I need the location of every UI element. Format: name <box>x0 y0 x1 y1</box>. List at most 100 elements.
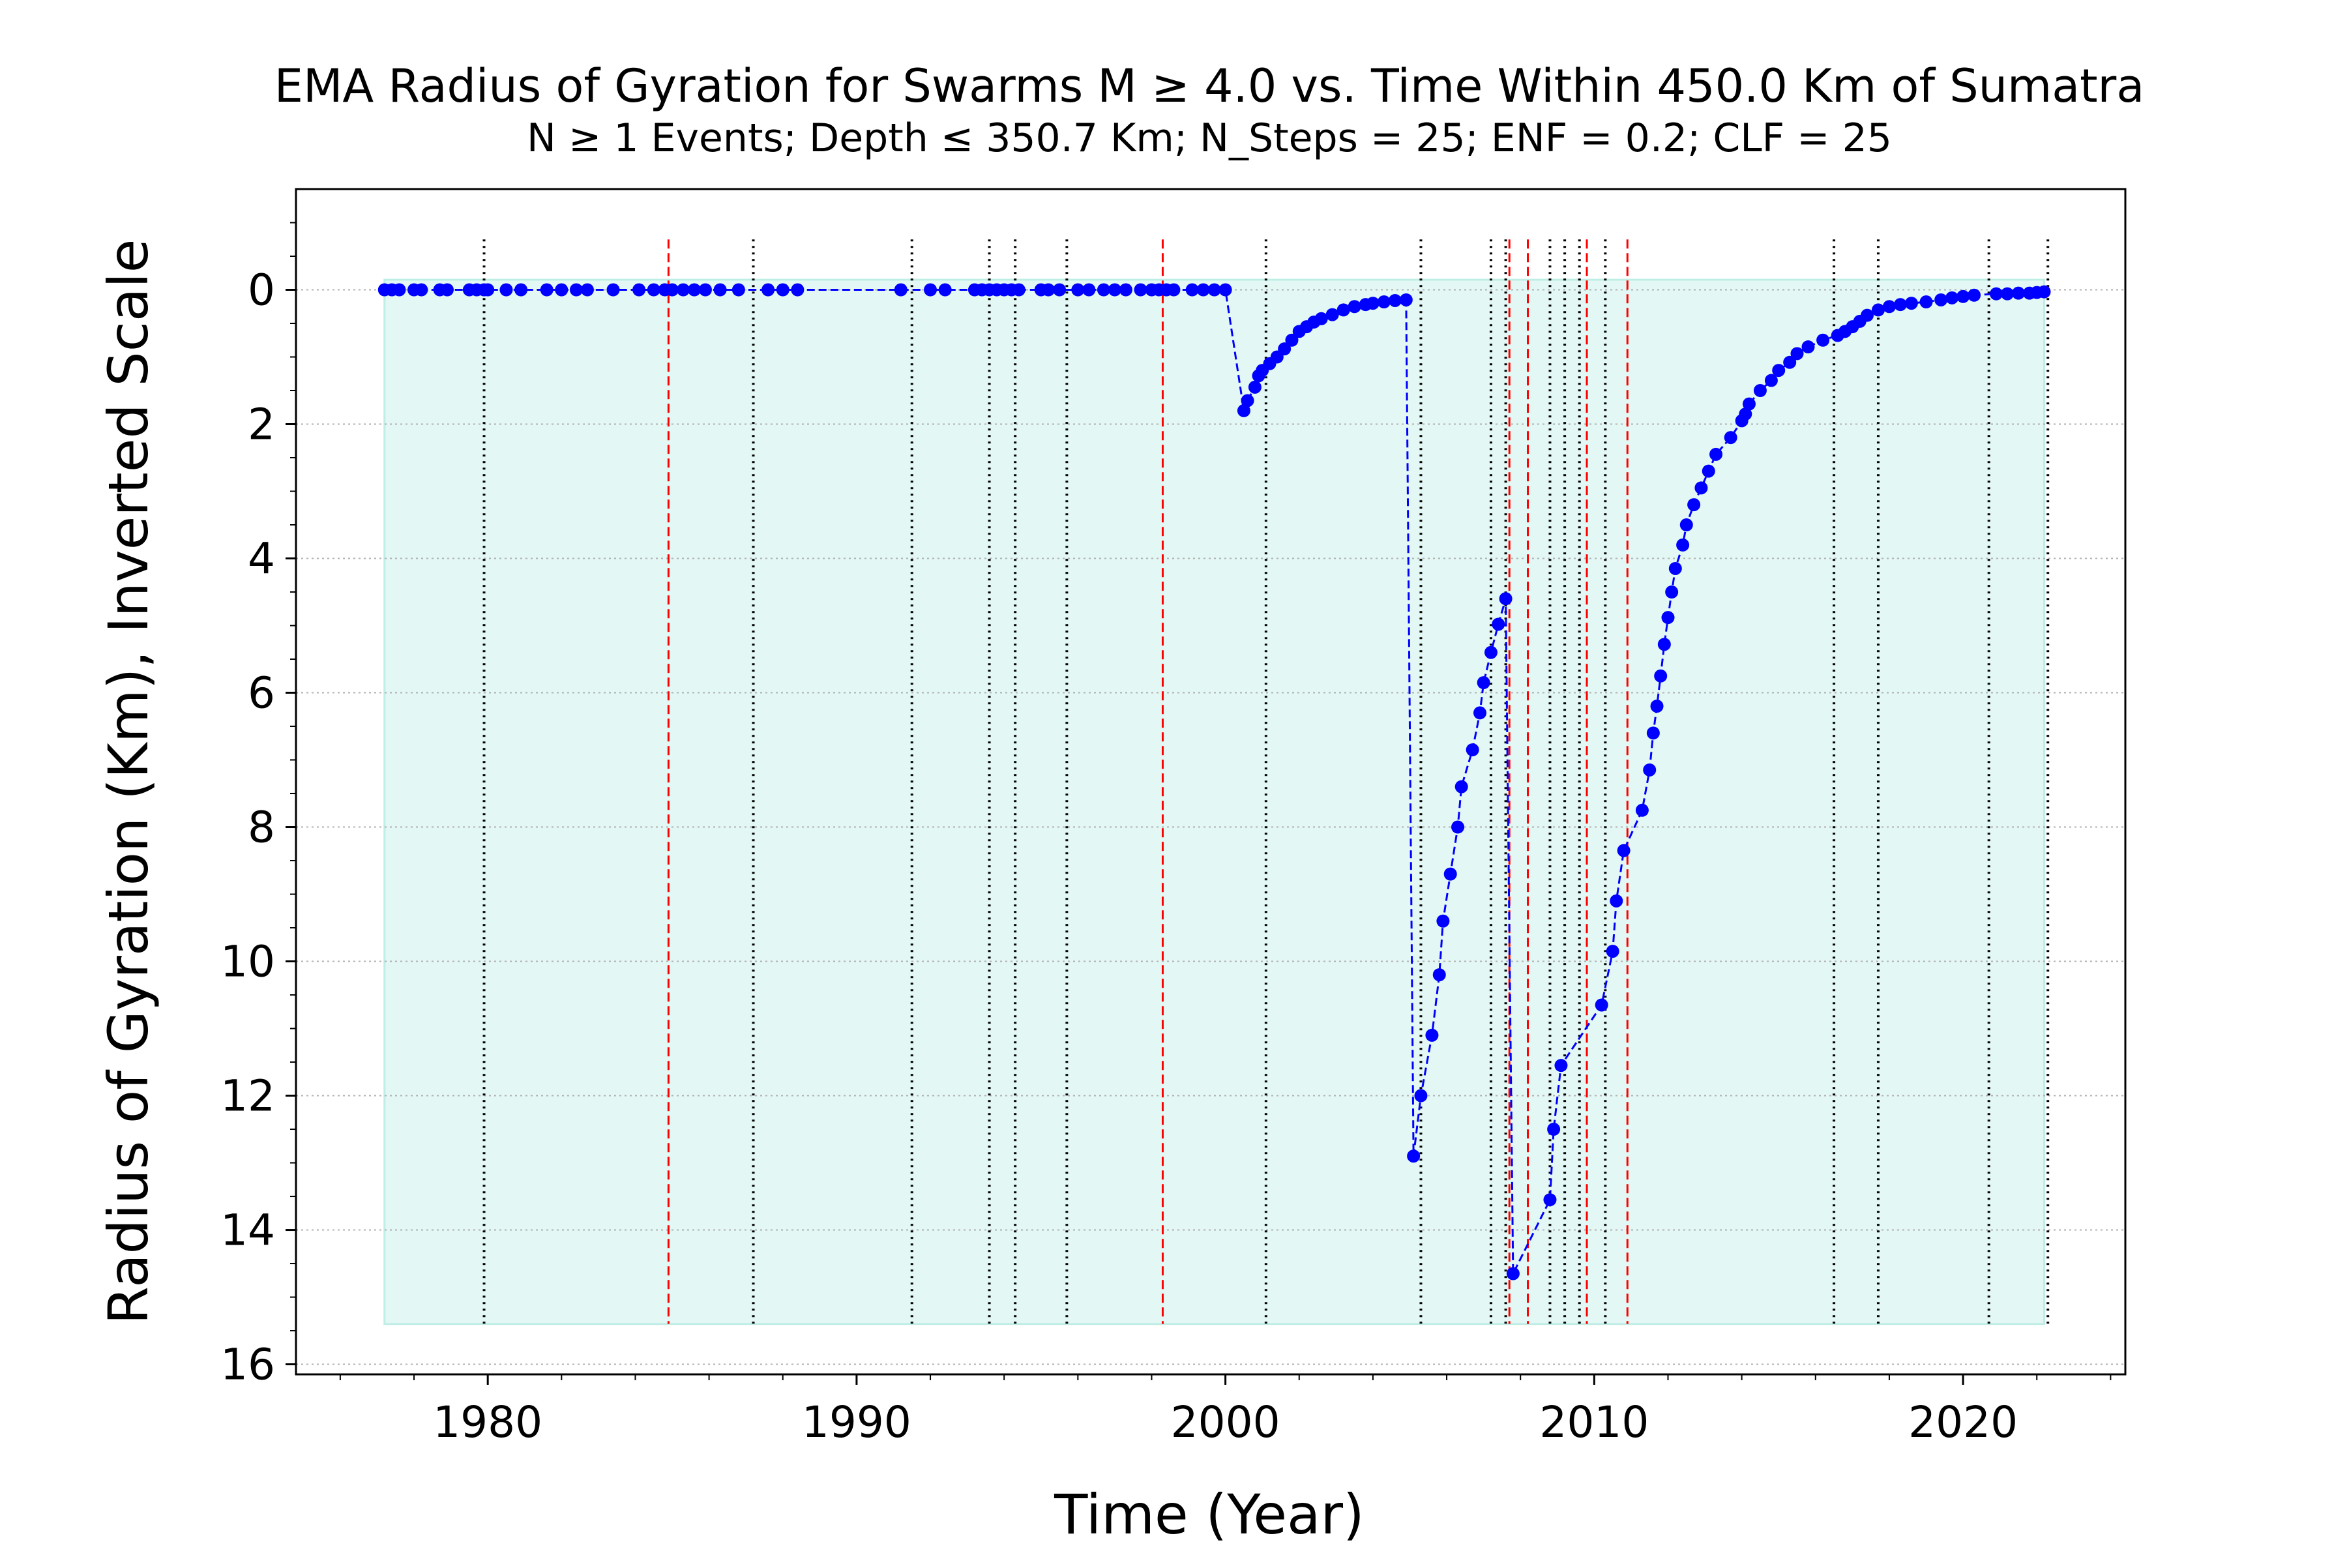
data-point <box>1484 645 1498 659</box>
data-point <box>1443 867 1457 881</box>
data-point <box>666 283 679 297</box>
x-axis-label: Time (Year) <box>1054 1483 1365 1546</box>
data-point <box>1071 283 1085 297</box>
grid-layer <box>296 289 2125 1365</box>
data-point <box>1218 283 1232 297</box>
data-point <box>1196 283 1210 297</box>
data-point <box>1676 538 1690 552</box>
data-point <box>1816 333 1830 347</box>
data-point <box>1595 998 1608 1012</box>
data-point <box>481 283 495 297</box>
data-point <box>1425 1028 1439 1042</box>
data-point <box>1687 498 1701 512</box>
data-point <box>1388 293 1402 307</box>
data-point <box>1646 726 1660 740</box>
data-point <box>1547 1123 1561 1136</box>
data-point <box>1724 431 1737 445</box>
data-point <box>1377 295 1391 309</box>
y-axis-ticks: 0 2 4 6 8 10 12 14 16 <box>220 222 296 1390</box>
y-tick-label: 4 <box>248 534 275 584</box>
data-point <box>1543 1193 1557 1207</box>
y-tick-label: 14 <box>220 1206 275 1256</box>
data-point <box>1432 968 1446 982</box>
data-point <box>1742 397 1756 411</box>
data-point <box>1871 303 1885 317</box>
data-point <box>1709 447 1723 461</box>
data-point <box>1436 914 1450 928</box>
data-point <box>1278 342 1292 356</box>
fill-layer <box>383 278 2046 1325</box>
data-point <box>514 283 528 297</box>
data-point <box>938 283 952 297</box>
data-point <box>1314 312 1328 325</box>
plot-frame <box>295 188 2127 1376</box>
y-tick-label: 0 <box>248 265 275 316</box>
data-point <box>540 283 554 297</box>
data-point <box>415 283 428 297</box>
x-tick-label: 2010 <box>1539 1397 1649 1447</box>
y-tick-label: 8 <box>248 803 275 853</box>
data-point <box>687 283 701 297</box>
data-point <box>761 283 775 297</box>
data-point <box>1053 283 1067 297</box>
area-fill <box>383 278 2046 1325</box>
data-point <box>1499 592 1513 606</box>
data-point <box>698 283 712 297</box>
data-point <box>1466 743 1479 757</box>
y-axis-label: Radius of Gyration (Km), Inverted Scale <box>96 239 160 1325</box>
data-point <box>1492 617 1505 631</box>
data-point <box>1801 340 1815 354</box>
data-point <box>1414 1089 1428 1102</box>
y-tick-label: 16 <box>220 1340 275 1390</box>
data-point <box>713 283 727 297</box>
data-point <box>677 283 690 297</box>
data-point <box>632 283 646 297</box>
y-tick-label: 12 <box>220 1071 275 1121</box>
data-point <box>1661 611 1675 625</box>
series-layer <box>377 283 2051 1280</box>
data-point <box>1945 291 1959 304</box>
x-tick-label: 2020 <box>1908 1397 2018 1447</box>
data-point <box>1753 384 1767 398</box>
y-tick-label: 6 <box>248 668 275 718</box>
data-point <box>1665 585 1679 599</box>
data-point <box>1134 283 1147 297</box>
event-lines-layer <box>482 239 2050 1324</box>
data-point <box>2011 286 2025 300</box>
data-point <box>1097 283 1110 297</box>
data-point <box>1241 394 1254 407</box>
data-point <box>1237 404 1250 417</box>
data-point <box>1739 407 1752 421</box>
data-point <box>499 283 513 297</box>
data-point <box>555 283 568 297</box>
data-point <box>1610 894 1623 908</box>
x-tick-label: 1980 <box>433 1397 542 1447</box>
data-point <box>1694 481 1708 495</box>
data-point <box>1772 364 1786 377</box>
data-point <box>1285 333 1299 347</box>
data-point <box>2037 285 2051 299</box>
y-tick-label: 2 <box>248 400 275 450</box>
data-point <box>1919 295 1933 309</box>
data-point <box>1679 518 1693 532</box>
data-point <box>392 283 406 297</box>
chart-title: EMA Radius of Gyration for Swarms M ≥ 4.… <box>274 59 2144 113</box>
x-axis-ticks: 1980 1990 2000 2010 2020 <box>339 1374 2112 1447</box>
chart-subtitle: N ≥ 1 Events; Depth ≤ 350.7 Km; N_Steps … <box>527 115 1892 161</box>
data-point <box>647 283 660 297</box>
data-point <box>1554 1059 1568 1072</box>
data-point <box>924 283 937 297</box>
data-point <box>1506 1267 1520 1280</box>
data-point <box>1904 297 1918 310</box>
data-point <box>1207 283 1221 297</box>
data-point <box>1336 303 1350 317</box>
data-point <box>731 283 745 297</box>
data-point <box>1042 283 1055 297</box>
data-point <box>1248 380 1262 394</box>
data-point <box>1764 374 1778 387</box>
data-point <box>1617 844 1631 857</box>
data-point <box>1082 283 1096 297</box>
data-point <box>1643 763 1657 777</box>
data-point <box>1635 803 1649 817</box>
